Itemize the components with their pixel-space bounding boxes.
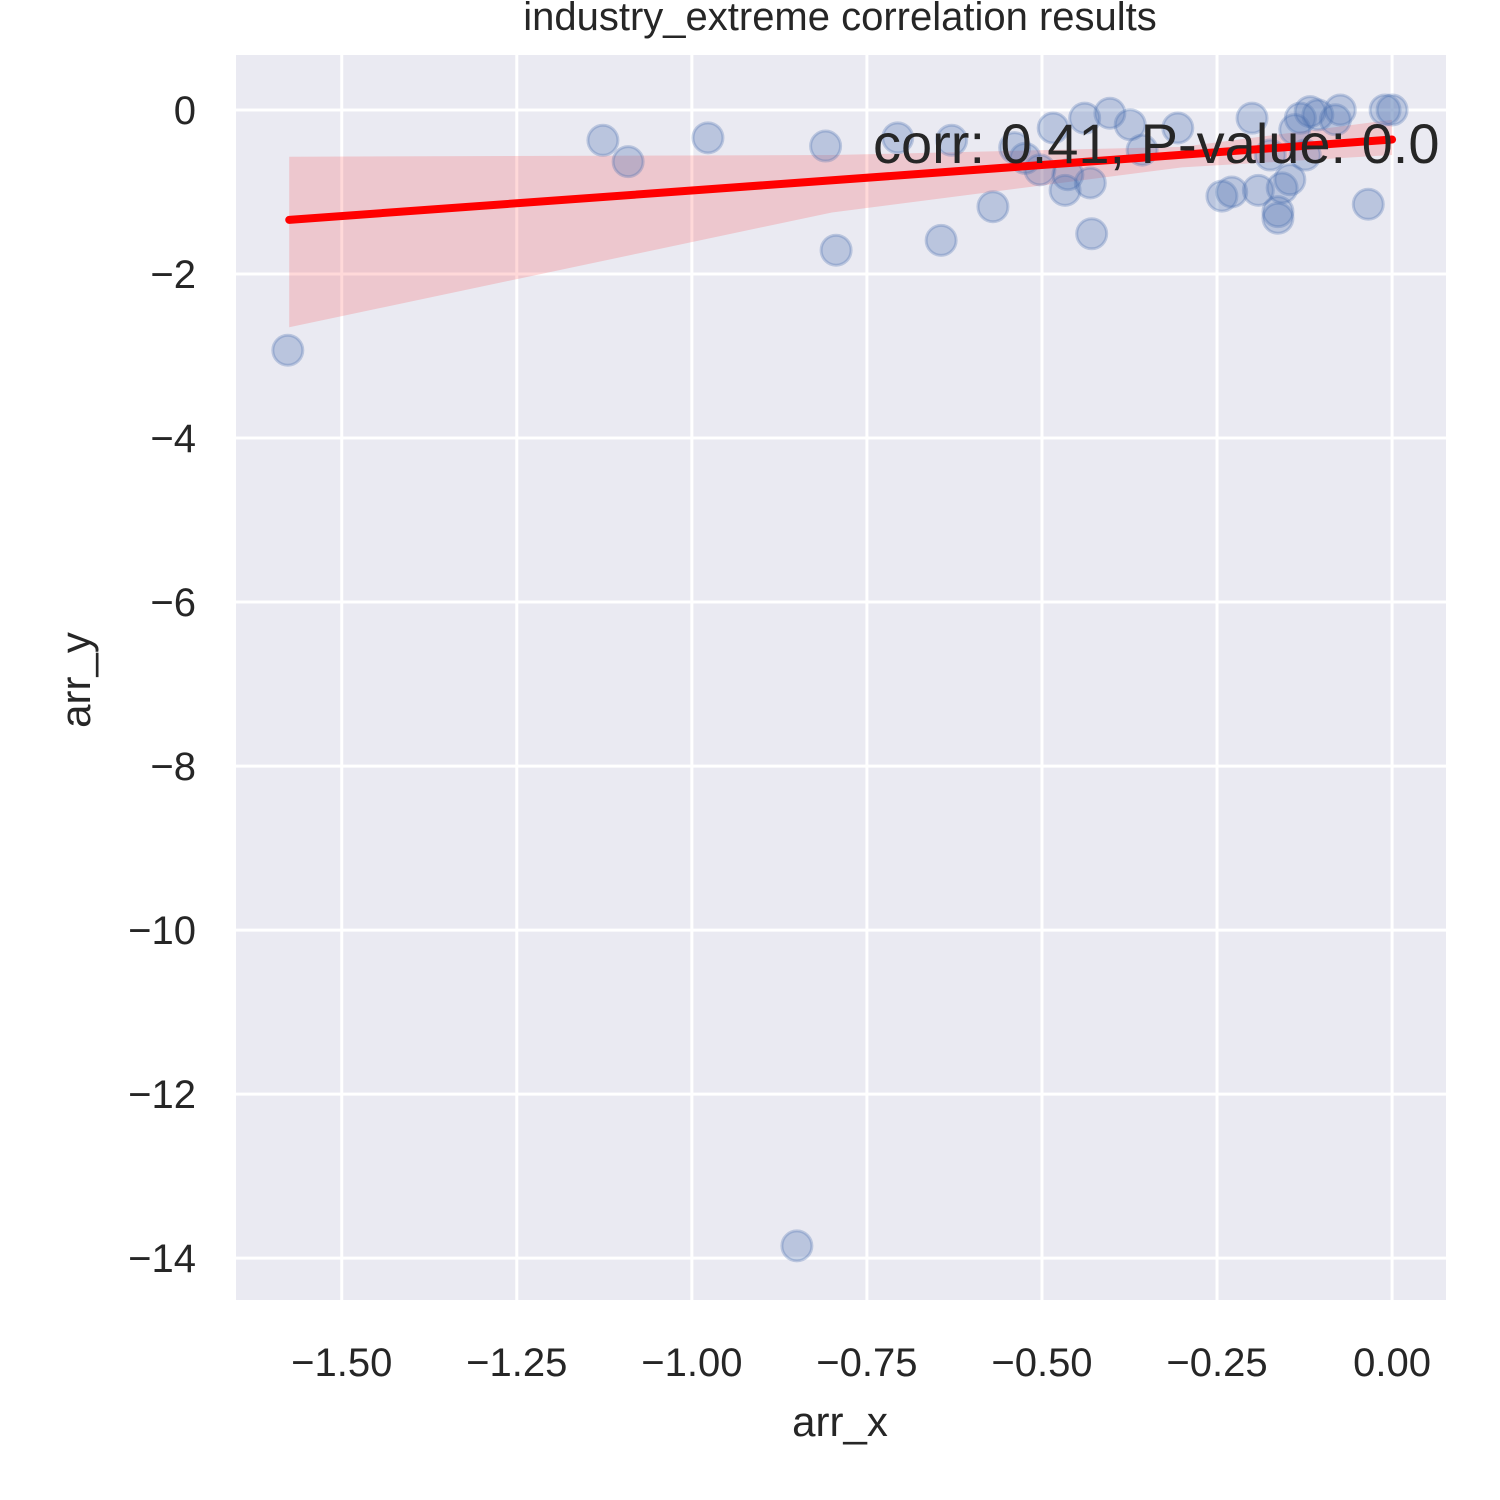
marks [271, 93, 1409, 1263]
y-tick-label: 0 [174, 89, 196, 133]
point [1048, 173, 1082, 207]
point [1073, 166, 1107, 200]
point [924, 223, 958, 257]
point [1375, 93, 1409, 127]
point [1318, 103, 1352, 137]
regression-line [285, 135, 1397, 224]
point [1161, 111, 1195, 145]
point [1265, 171, 1299, 205]
point [1261, 201, 1295, 235]
y-tick-label: −12 [128, 1073, 196, 1117]
annotation: corr: 0.41, P-value: 0.0 [873, 112, 1440, 175]
point [1351, 187, 1385, 221]
point [1301, 98, 1335, 132]
point [271, 333, 305, 367]
point [1205, 179, 1239, 213]
y-tick-label: −6 [150, 581, 196, 625]
chart-title: industry_extreme correlation results [523, 0, 1157, 39]
x-tick-label: −1.00 [641, 1341, 742, 1385]
point [611, 145, 645, 179]
point [586, 123, 620, 157]
point [1261, 195, 1295, 229]
confidence-band [289, 119, 1393, 328]
y-tick-label: −14 [128, 1237, 196, 1281]
y-axis-label: arr_y [52, 632, 99, 728]
y-tick-label: −2 [150, 253, 196, 297]
x-tick-label: −1.25 [466, 1341, 567, 1385]
labels: −1.50 −1.25 −1.00 −0.75 −0.50 −0.25 0.00 0 −2 −4 −… [128, 89, 1431, 1385]
x-tick-label: −0.50 [991, 1341, 1092, 1385]
point [1368, 93, 1402, 127]
point [935, 123, 969, 157]
point [881, 121, 915, 155]
plot-area [236, 55, 1446, 1300]
x-tick-label: 0.00 [1353, 1341, 1431, 1385]
point [1241, 173, 1275, 207]
point [976, 190, 1010, 224]
y-tick-label: −10 [128, 909, 196, 953]
point [1323, 93, 1357, 127]
point [1093, 96, 1127, 130]
point [1036, 111, 1070, 145]
point [1215, 175, 1249, 209]
point [1273, 163, 1307, 197]
point [780, 1229, 814, 1263]
point [1113, 108, 1147, 142]
point [1283, 101, 1317, 135]
y-tick-label: −8 [150, 745, 196, 789]
point [819, 233, 853, 267]
point [691, 121, 725, 155]
x-tick-label: −1.50 [291, 1341, 392, 1385]
x-axis-label: arr_x [792, 1398, 888, 1445]
grid [236, 55, 1446, 1300]
x-tick-label: −0.75 [816, 1341, 917, 1385]
point [1068, 101, 1102, 135]
point [1075, 217, 1109, 251]
x-tick-label: −0.25 [1166, 1341, 1267, 1385]
point [998, 131, 1032, 165]
point [1235, 101, 1269, 135]
y-tick-label: −4 [150, 417, 196, 461]
point [1293, 95, 1327, 129]
point [809, 129, 843, 163]
